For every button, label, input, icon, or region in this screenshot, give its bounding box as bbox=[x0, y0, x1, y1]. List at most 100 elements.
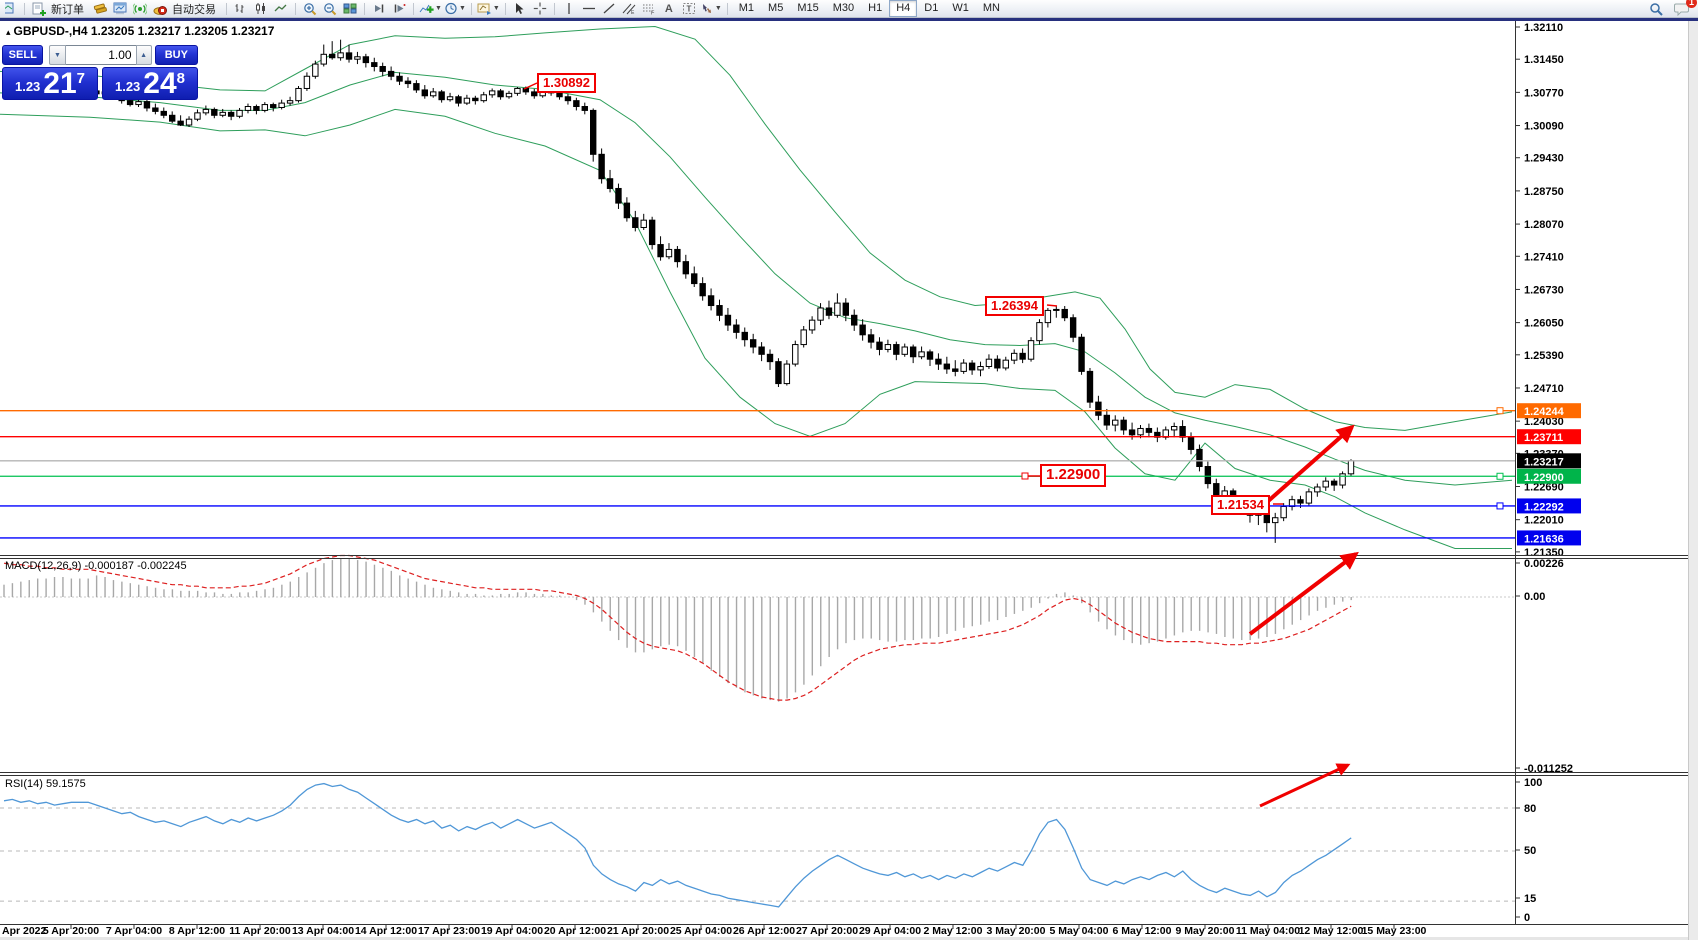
cursor-icon[interactable] bbox=[510, 1, 530, 16]
svg-text:1.31450: 1.31450 bbox=[1524, 54, 1564, 66]
text-tool-icon[interactable]: A bbox=[664, 2, 673, 15]
symbol-ohlc-text: GBPUSD-,H4 1.23205 1.23217 1.23205 1.232… bbox=[13, 24, 275, 38]
timeframe-w1[interactable]: W1 bbox=[952, 2, 969, 14]
svg-text:20 Apr 12:00: 20 Apr 12:00 bbox=[544, 925, 606, 937]
main-toolbar: 新订单 自动交易 ▼ ▼ ▼ bbox=[0, 0, 1698, 18]
svg-text:1.30090: 1.30090 bbox=[1524, 121, 1564, 133]
trend-arrow[interactable] bbox=[1264, 424, 1355, 505]
autotrade-label[interactable]: 自动交易 bbox=[172, 3, 216, 16]
collapse-icon[interactable]: ▴ bbox=[6, 27, 11, 37]
timeframe-m30[interactable]: M30 bbox=[832, 2, 855, 14]
svg-text:1.24710: 1.24710 bbox=[1524, 383, 1564, 395]
timeframe-m5[interactable]: M5 bbox=[768, 2, 784, 14]
bar-chart-mode-icon[interactable] bbox=[231, 1, 251, 16]
market-watch-icon[interactable] bbox=[90, 1, 110, 16]
svg-text:1.23217: 1.23217 bbox=[1524, 456, 1564, 468]
price-callout[interactable]: 1.26394 bbox=[985, 296, 1044, 317]
svg-text:21 Apr 20:00: 21 Apr 20:00 bbox=[607, 925, 669, 937]
svg-text:T: T bbox=[686, 5, 691, 14]
volume-increase-button[interactable]: ▲ bbox=[135, 45, 152, 65]
price-callout[interactable]: 1.21534 bbox=[1211, 495, 1270, 516]
timeframe-mn[interactable]: MN bbox=[982, 2, 1000, 14]
search-icon[interactable] bbox=[1646, 1, 1666, 16]
zoom-in-icon[interactable] bbox=[300, 1, 320, 16]
buy-price-base: 1.23 bbox=[114, 79, 141, 94]
svg-text:11 Apr 20:00: 11 Apr 20:00 bbox=[229, 925, 291, 937]
new-order-label[interactable]: 新订单 bbox=[51, 3, 84, 16]
rsi-panel: 100 80 50 15 0 bbox=[0, 777, 1542, 924]
trend-arrow[interactable] bbox=[1248, 551, 1359, 636]
sell-button[interactable]: SELL bbox=[2, 45, 44, 65]
svg-text:7 Apr 04:00: 7 Apr 04:00 bbox=[106, 925, 162, 937]
buy-price-point: 8 bbox=[176, 70, 186, 87]
svg-text:1.22010: 1.22010 bbox=[1524, 515, 1564, 527]
channel-tool-icon[interactable]: E bbox=[619, 1, 639, 16]
price-callout[interactable]: 1.22900 bbox=[1040, 464, 1107, 487]
timeframe-h4[interactable]: H4 bbox=[889, 0, 918, 17]
svg-text:1.22690: 1.22690 bbox=[1524, 482, 1564, 494]
svg-text:11 May 04:00: 11 May 04:00 bbox=[1236, 925, 1300, 937]
svg-text:15 May 23:00: 15 May 23:00 bbox=[1362, 925, 1427, 937]
vertical-line-tool-icon[interactable] bbox=[559, 1, 579, 16]
timeframe-m1[interactable]: M1 bbox=[738, 2, 755, 14]
trend-arrow[interactable] bbox=[1259, 763, 1351, 808]
window-icon[interactable] bbox=[0, 1, 20, 16]
bollinger-middle bbox=[0, 71, 1513, 486]
svg-text:1.26050: 1.26050 bbox=[1524, 318, 1564, 330]
horizontal-line-tool-icon[interactable] bbox=[579, 1, 599, 16]
svg-text:2 May 12:00: 2 May 12:00 bbox=[924, 925, 983, 937]
svg-text:3 May 20:00: 3 May 20:00 bbox=[987, 925, 1046, 937]
volume-decrease-button[interactable]: ▼ bbox=[49, 45, 66, 65]
autotrade-icon[interactable] bbox=[150, 1, 170, 16]
svg-text:F: F bbox=[651, 11, 655, 16]
panel-separators bbox=[0, 555, 1698, 925]
indicators-icon[interactable]: ▼ bbox=[418, 1, 443, 16]
svg-text:1.23711: 1.23711 bbox=[1524, 432, 1563, 444]
arrows-tool-icon[interactable]: ▼ bbox=[699, 1, 723, 16]
text-label-tool-icon[interactable]: T bbox=[679, 1, 699, 16]
annotations bbox=[523, 82, 1359, 808]
notification-badge: 1 bbox=[1686, 0, 1697, 8]
volume-input[interactable] bbox=[65, 45, 136, 65]
macd-panel: 0.00226 0.00 -0.011252 bbox=[0, 554, 1573, 775]
templates-icon[interactable]: ▼ bbox=[476, 1, 501, 16]
tile-windows-icon[interactable] bbox=[340, 1, 360, 16]
rsi-label: RSI(14) 59.1575 bbox=[5, 778, 86, 790]
notifications-icon[interactable]: 1 bbox=[1672, 0, 1697, 16]
buy-price-box[interactable]: 1.23 24 8 bbox=[102, 67, 198, 100]
price-callout[interactable]: 1.30892 bbox=[537, 73, 596, 94]
sell-price-box[interactable]: 1.23 21 7 bbox=[2, 67, 98, 100]
chart-shift-icon[interactable] bbox=[389, 1, 409, 16]
auto-scroll-icon[interactable] bbox=[369, 1, 389, 16]
crosshair-icon[interactable] bbox=[530, 1, 550, 16]
line-chart-mode-icon[interactable] bbox=[271, 1, 291, 16]
svg-text:12 May 12:00: 12 May 12:00 bbox=[1299, 925, 1364, 937]
timeframe-d1[interactable]: D1 bbox=[924, 2, 939, 14]
signal-icon[interactable] bbox=[130, 1, 150, 16]
chart-window-icon[interactable] bbox=[110, 1, 130, 16]
svg-text:1.24244: 1.24244 bbox=[1524, 406, 1565, 418]
trendline-tool-icon[interactable] bbox=[599, 1, 619, 16]
svg-text:100: 100 bbox=[1524, 777, 1542, 789]
svg-text:9 May 20:00: 9 May 20:00 bbox=[1176, 925, 1235, 937]
fibonacci-tool-icon[interactable]: F bbox=[639, 1, 659, 16]
svg-text:1.21636: 1.21636 bbox=[1524, 533, 1564, 545]
timeframe-h1[interactable]: H1 bbox=[868, 2, 883, 14]
scrollbar-strip[interactable] bbox=[1688, 17, 1698, 940]
svg-text:1.27410: 1.27410 bbox=[1524, 251, 1564, 263]
candlestick-mode-icon[interactable] bbox=[251, 1, 271, 16]
candles bbox=[84, 39, 1355, 543]
timeframe-m15[interactable]: M15 bbox=[797, 2, 819, 14]
svg-text:1.30770: 1.30770 bbox=[1524, 87, 1564, 99]
svg-text:1.24030: 1.24030 bbox=[1524, 416, 1564, 428]
svg-text:1.26730: 1.26730 bbox=[1524, 284, 1564, 296]
price-level-lines bbox=[0, 407, 1515, 539]
buy-button[interactable]: BUY bbox=[154, 45, 198, 65]
new-order-icon[interactable] bbox=[29, 1, 49, 16]
zoom-out-icon[interactable] bbox=[320, 1, 340, 16]
periods-clock-icon[interactable]: ▼ bbox=[443, 1, 467, 16]
svg-text:6 May 12:00: 6 May 12:00 bbox=[1113, 925, 1172, 937]
bottom-edge bbox=[0, 937, 1698, 940]
